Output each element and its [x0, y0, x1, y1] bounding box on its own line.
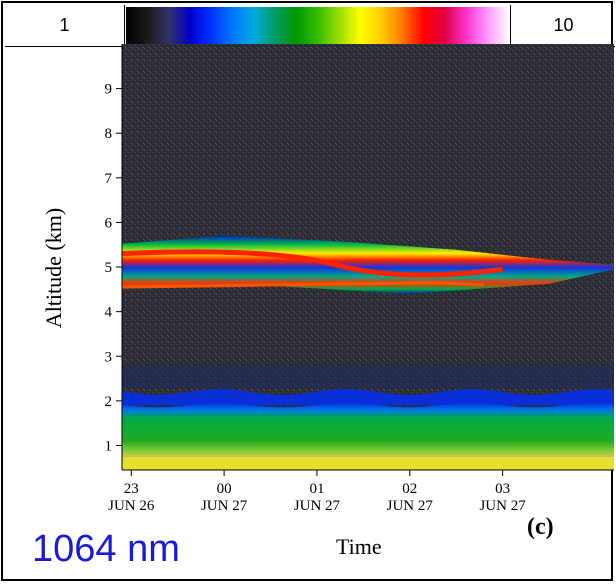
y-tick-label: 1: [105, 438, 113, 454]
y-tick-label: 5: [105, 260, 113, 276]
x-tick-hour: 03: [495, 481, 510, 497]
x-tick-hour: 01: [309, 481, 324, 497]
x-tick-hour: 02: [402, 481, 417, 497]
y-axis-title: Altitude (km): [41, 207, 66, 329]
near-surface-band: [122, 456, 614, 470]
x-tick-date: JUN 26: [108, 498, 155, 514]
y-tick-label: 7: [105, 171, 113, 187]
x-tick-hour: 23: [124, 481, 139, 497]
x-tick-date: JUN 27: [294, 498, 341, 514]
y-tick-label: 9: [105, 82, 113, 98]
y-tick-label: 6: [105, 215, 113, 231]
aerosol-top-band: [122, 388, 614, 406]
y-tick-label: 3: [105, 349, 113, 365]
y-tick-label: 2: [105, 394, 113, 410]
wavelength-caption: 1064 nm: [32, 528, 180, 570]
elevated-smoke-layer: [122, 235, 614, 294]
y-tick-label: 8: [105, 126, 113, 142]
colorbar-min-label: 1: [5, 5, 125, 46]
colorbar-gradient: [126, 7, 509, 44]
y-tick-label: 4: [105, 305, 113, 321]
x-tick-date: JUN 27: [201, 498, 248, 514]
x-axis-title: Time: [336, 534, 382, 559]
x-tick-hour: 00: [217, 481, 232, 497]
smoke-core-lower: [121, 281, 485, 289]
boundary-layer-band: [122, 403, 614, 457]
panel-label: (c): [527, 514, 554, 540]
smoke-core-red: [121, 249, 503, 278]
x-tick-date: JUN 27: [387, 498, 434, 514]
x-tick-date: JUN 27: [479, 498, 526, 514]
residual-layer-band: [122, 365, 614, 388]
colorbar-max-label: 10: [510, 5, 616, 46]
